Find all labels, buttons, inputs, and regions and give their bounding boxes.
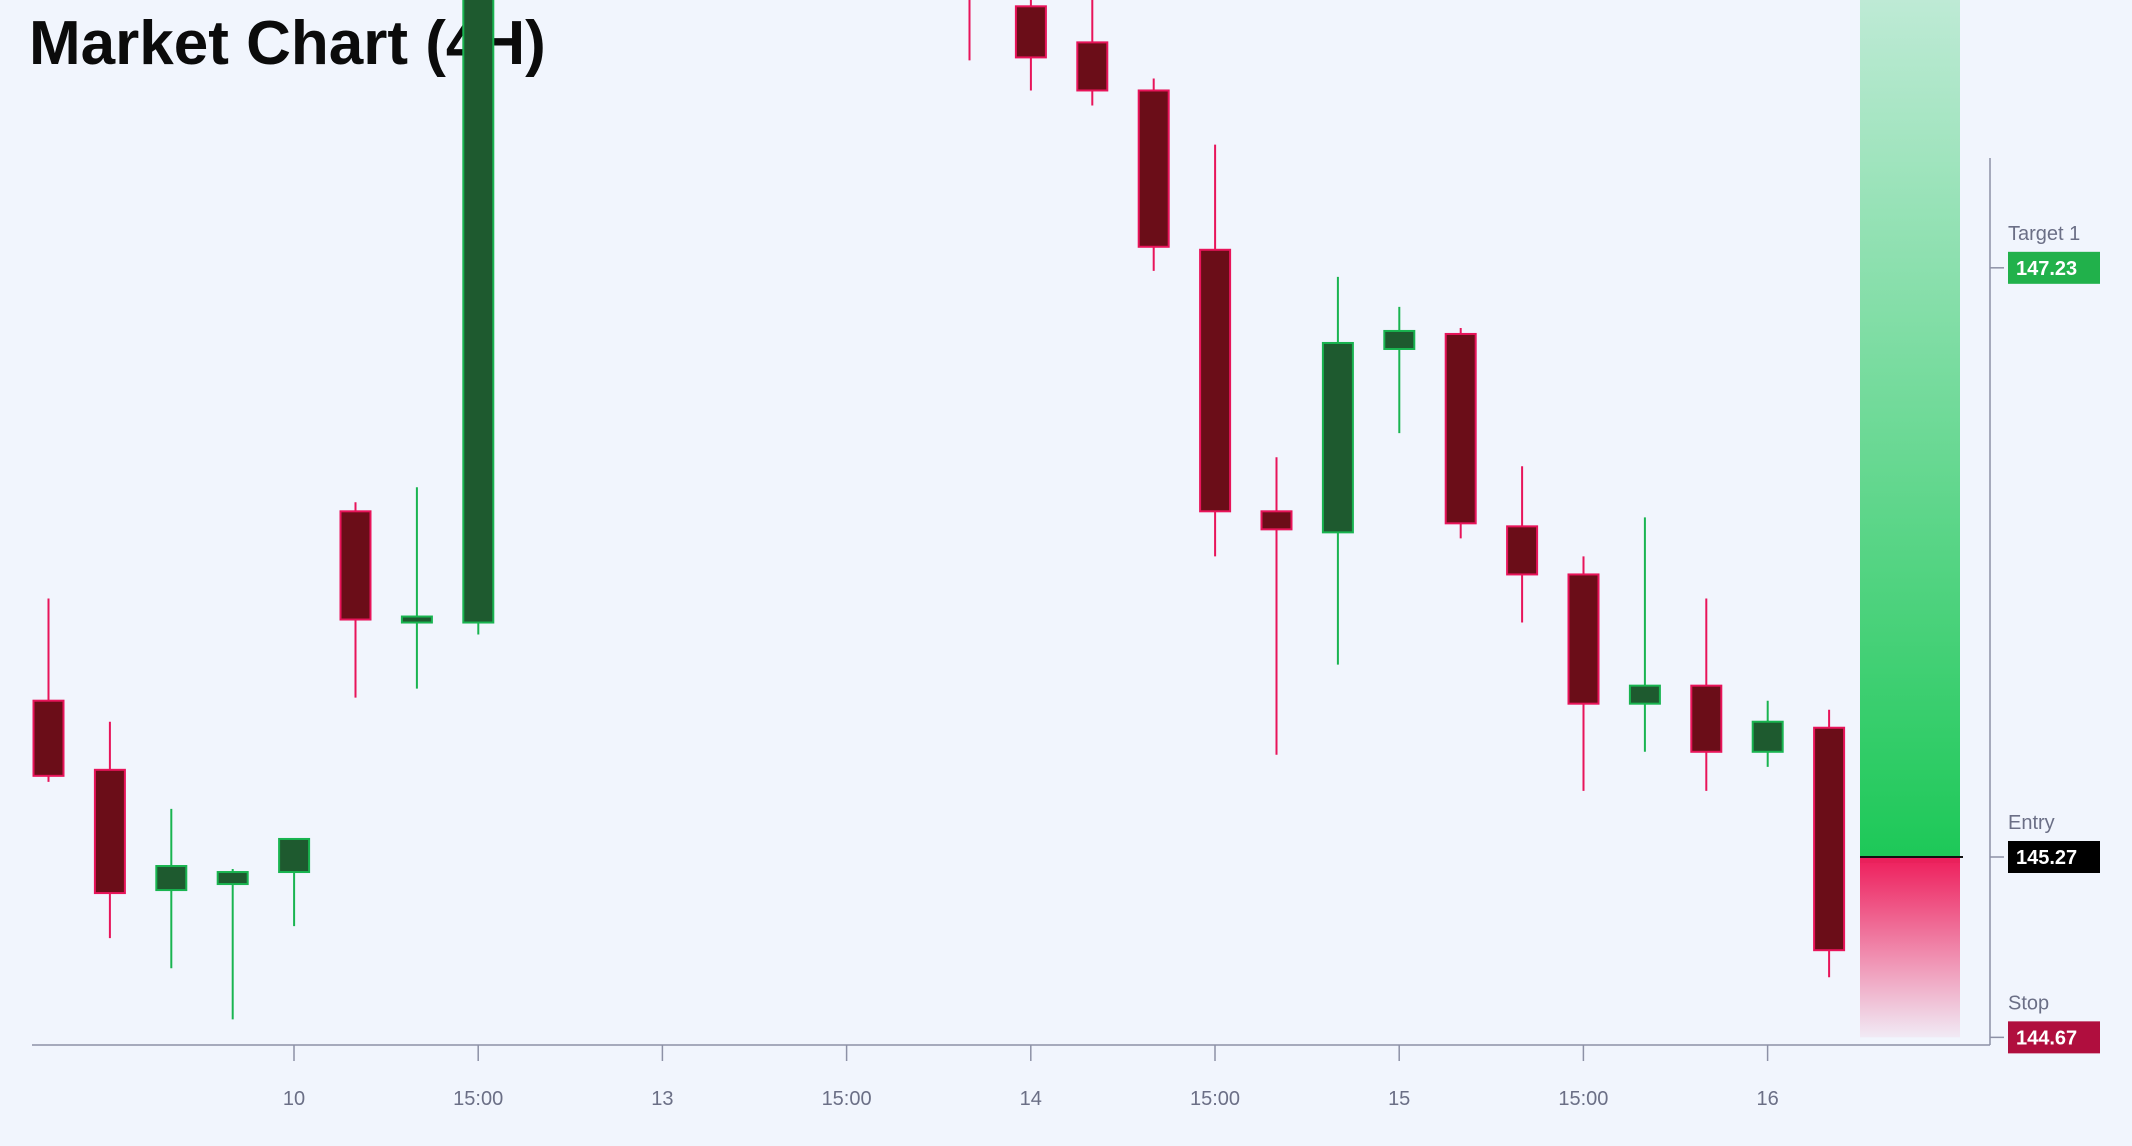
bearish-candle [968, 0, 971, 61]
candle-body [278, 837, 311, 874]
bullish-candle [1751, 700, 1784, 767]
price-label-box [2008, 841, 2100, 873]
x-tick-label: 15:00 [1558, 1088, 1608, 1110]
candle-body [1628, 684, 1661, 705]
bullish-candle [1321, 276, 1354, 665]
bullish-candle [462, 0, 495, 635]
candle-body [1444, 332, 1477, 525]
bearish-candle [1199, 144, 1232, 557]
candle-body [1076, 41, 1109, 92]
price-label-name: Target 1 [2008, 223, 2080, 245]
candle-body [1014, 5, 1047, 59]
price-label-value: 147.23 [2016, 258, 2077, 280]
x-tick-label: 15:00 [822, 1088, 872, 1110]
bearish-candle [93, 721, 126, 939]
bullish-candle [1628, 517, 1661, 752]
bearish-candle [1567, 556, 1600, 791]
page-title: Market Chart (4H) [29, 9, 546, 78]
candle-body [1567, 573, 1600, 705]
bearish-candle [1506, 466, 1539, 623]
bearish-candle [32, 598, 65, 782]
candle-body [1199, 248, 1232, 513]
candle-body [400, 615, 433, 624]
risk-reward-zone [1860, 0, 1963, 1038]
candle-body [1260, 510, 1293, 531]
bullish-candle [400, 487, 433, 689]
x-tick-label: 15 [1388, 1088, 1410, 1110]
price-label-value: 145.27 [2016, 847, 2077, 869]
price-label-box [2008, 251, 2100, 284]
bearish-candle [1690, 598, 1723, 791]
candle-body [216, 871, 249, 886]
profit-zone [1860, 0, 1960, 864]
bearish-candle [339, 502, 372, 698]
candle-body [1813, 726, 1846, 952]
x-tick-label: 15:00 [453, 1088, 503, 1110]
candle-body [93, 768, 126, 895]
loss-zone [1860, 857, 1960, 1038]
price-level-stop: 144.67 Stop [1990, 992, 2100, 1054]
bullish-candle [1383, 306, 1416, 434]
price-level-entry: 145.27 Entry [1990, 812, 2100, 873]
x-tick-label: 15:00 [1190, 1088, 1240, 1110]
candle-body [1383, 329, 1416, 350]
bearish-candle [1076, 0, 1109, 106]
bullish-candle [155, 808, 188, 969]
candle-body [1751, 720, 1784, 753]
bearish-candle [1444, 327, 1477, 539]
price-label-name: Entry [2008, 812, 2055, 834]
price-label-name: Stop [2008, 992, 2049, 1014]
candle-body [1137, 89, 1170, 248]
bullish-candle [278, 837, 311, 927]
axes: 10 15:00 13 15:00 14 15:00 15 15:00 16 [32, 158, 1991, 1110]
bearish-candle [1813, 709, 1846, 978]
candle-body [339, 510, 372, 621]
bearish-candle [1137, 78, 1170, 271]
candle-body [155, 865, 188, 892]
candle-body [462, 0, 495, 624]
bullish-candle [216, 869, 249, 1020]
candle-body [1506, 525, 1539, 576]
candle-body [32, 699, 65, 777]
bearish-candle [1260, 457, 1293, 755]
price-label-box [2008, 1021, 2100, 1054]
candle-body [1690, 684, 1723, 753]
x-tick-label: 14 [1020, 1088, 1042, 1110]
x-tick-label: 10 [283, 1088, 305, 1110]
x-tick-label: 13 [651, 1088, 673, 1110]
price-label-value: 144.67 [2016, 1027, 2077, 1049]
x-tick-label: 16 [1756, 1088, 1778, 1110]
bearish-candle [1014, 0, 1047, 91]
candles [32, 0, 1846, 1020]
candle-body [1321, 341, 1354, 534]
price-level-target-1: 147.23 Target 1 [1990, 223, 2100, 284]
